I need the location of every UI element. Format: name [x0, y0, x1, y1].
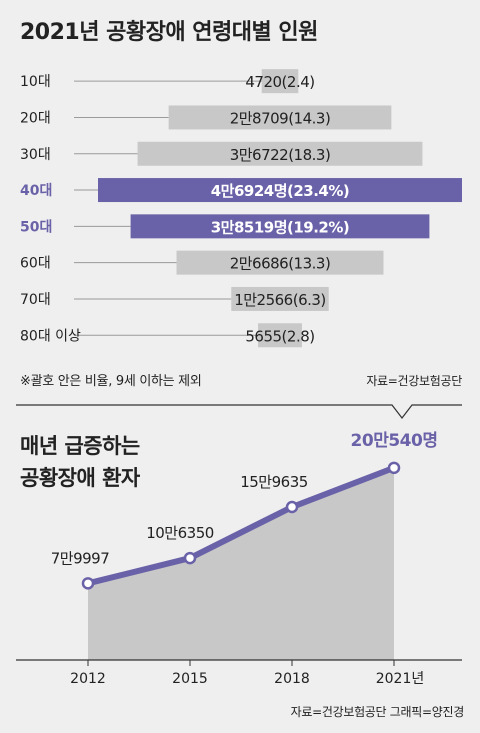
category-label: 10대 — [20, 74, 51, 90]
chart-title-trend-line2: 공황장애 환자 — [20, 466, 140, 490]
age-bar-chart: 10대 4720(2.4) 20대 2만8709(14.3) 30대 3만6722(18.… — [20, 69, 462, 348]
x-tick-label: 2018 — [274, 671, 310, 687]
data-label: 7만9997 — [51, 549, 110, 567]
data-label: 5655(2.8) — [245, 327, 314, 345]
panel-divider — [16, 404, 462, 419]
category-label: 70대 — [20, 292, 51, 308]
x-tick-label: 2012 — [70, 671, 106, 687]
bar-50대 — [130, 214, 430, 239]
data-label: 4720(2.4) — [245, 73, 314, 91]
category-label: 20대 — [20, 110, 51, 126]
chart-title-trend: 매년 급증하는 공황장애 환자 — [20, 430, 140, 494]
bar-60대 — [176, 250, 384, 275]
source-top: 자료=건강보험공단 — [366, 374, 462, 388]
bar-10대 — [261, 69, 299, 94]
data-point — [183, 551, 197, 565]
bar-30대 — [137, 141, 423, 166]
data-label: 3만8519명(19.2%) — [211, 218, 350, 236]
data-point — [81, 577, 95, 590]
data-label: 4만6924명(23.4%) — [211, 182, 350, 200]
bar-70대 — [231, 286, 329, 311]
chart-title-age: 2021년 공황장애 연령대별 인원 — [20, 20, 318, 45]
data-label: 10만6350 — [146, 524, 214, 542]
bar-80대 이상 — [258, 323, 302, 348]
note-text: ※괄호 안은 비율, 9세 이하는 제외 — [20, 374, 202, 389]
data-label: 2만8709(14.3) — [230, 109, 331, 127]
source-bottom: 자료=건강보험공단 그래픽=양진경 — [290, 705, 465, 719]
series-line — [87, 465, 396, 587]
category-label: 80대 이상 — [20, 328, 81, 344]
data-label: 3만6722(18.3) — [230, 146, 331, 164]
bar-20대 — [168, 105, 392, 130]
bar-40대 — [98, 178, 462, 203]
category-label: 50대 — [20, 219, 52, 235]
data-label: 1만2566(6.3) — [234, 291, 326, 309]
category-label: 30대 — [20, 147, 51, 163]
data-point — [387, 461, 401, 475]
data-point — [285, 500, 299, 514]
data-label: 20만540명 — [351, 431, 438, 451]
data-label: 15만9635 — [240, 473, 308, 491]
x-tick-label: 2021년 — [376, 671, 425, 687]
category-label: 60대 — [20, 256, 51, 272]
data-label: 2만6686(13.3) — [230, 255, 331, 273]
area-fill — [88, 467, 394, 660]
chart-title-trend-line1: 매년 급증하는 — [20, 434, 140, 458]
category-label: 40대 — [20, 183, 52, 199]
x-tick-label: 2015 — [172, 671, 208, 687]
